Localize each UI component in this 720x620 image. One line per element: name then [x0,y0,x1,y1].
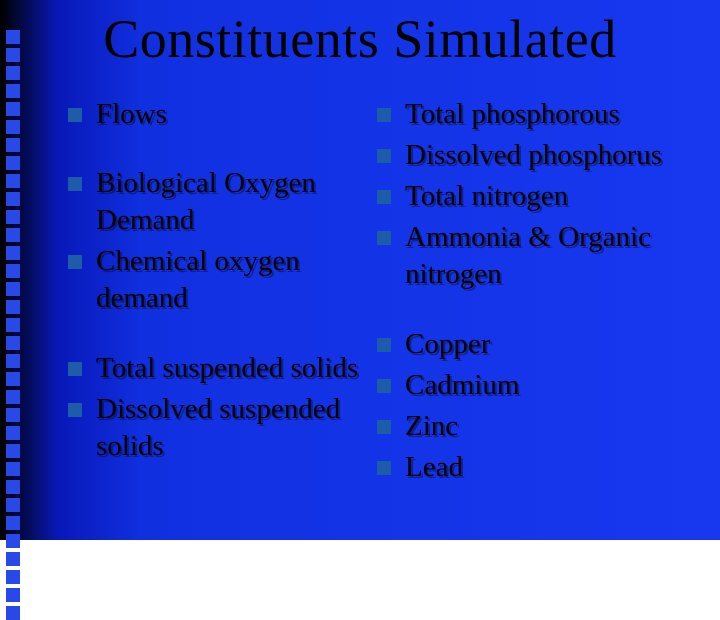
decor-square-icon [6,372,20,386]
decor-square-icon [6,300,20,314]
list-item: Total phosphorous [377,96,706,133]
group-oxygen: Biological Oxygen Demand Chemical oxygen… [68,165,377,321]
decor-square-icon [6,228,20,242]
square-bullet-icon [377,231,391,245]
group-nutrients: Total phosphorous Dissolved phosphorus T… [377,96,706,298]
item-text: Total suspended solids [96,350,358,387]
square-bullet-icon [377,461,391,475]
list-item: Total suspended solids [68,350,377,387]
item-text: Total nitrogen [405,178,568,215]
item-text: Cadmium [405,367,519,404]
list-item: Lead [377,449,706,486]
list-item: Flows [68,96,377,133]
decor-square-icon [6,174,20,188]
decor-squares [6,30,20,620]
list-item: Copper [377,326,706,363]
square-bullet-icon [377,420,391,434]
item-text: Zinc [405,408,458,445]
decor-square-icon [6,84,20,98]
item-text: Dissolved phosphorus [405,137,662,174]
square-bullet-icon [68,362,82,376]
item-text: Ammonia & Organic nitrogen [405,219,706,293]
square-bullet-icon [68,108,82,122]
group-solids: Total suspended solids Dissolved suspend… [68,350,377,469]
decor-square-icon [6,498,20,512]
decor-square-icon [6,588,20,602]
item-text: Dissolved suspended solids [96,391,377,465]
decor-square-icon [6,264,20,278]
decor-square-icon [6,192,20,206]
decor-square-icon [6,570,20,584]
content-area: Flows Biological Oxygen Demand Chemical … [68,96,706,520]
item-text: Biological Oxygen Demand [96,165,377,239]
decor-square-icon [6,336,20,350]
list-item: Total nitrogen [377,178,706,215]
decor-square-icon [6,120,20,134]
square-bullet-icon [68,403,82,417]
decor-square-icon [6,156,20,170]
decor-square-icon [6,390,20,404]
list-item: Dissolved suspended solids [68,391,377,465]
list-item: Dissolved phosphorus [377,137,706,174]
list-item: Cadmium [377,367,706,404]
square-bullet-icon [377,149,391,163]
group-flows: Flows [68,96,377,137]
decor-square-icon [6,138,20,152]
square-bullet-icon [377,379,391,393]
list-item: Chemical oxygen demand [68,243,377,317]
square-bullet-icon [377,108,391,122]
square-bullet-icon [68,177,82,191]
decor-square-icon [6,408,20,422]
decor-square-icon [6,210,20,224]
decor-square-icon [6,534,20,548]
item-text: Chemical oxygen demand [96,243,377,317]
slide-title: Constituents Simulated [0,8,720,70]
decor-square-icon [6,444,20,458]
list-item: Ammonia & Organic nitrogen [377,219,706,293]
decor-square-icon [6,282,20,296]
group-metals: Copper Cadmium Zinc Lead [377,326,706,490]
decor-square-icon [6,426,20,440]
decor-square-icon [6,480,20,494]
decor-square-icon [6,606,20,620]
decor-square-icon [6,552,20,566]
left-column: Flows Biological Oxygen Demand Chemical … [68,96,377,520]
square-bullet-icon [377,338,391,352]
decor-square-icon [6,516,20,530]
square-bullet-icon [377,190,391,204]
item-text: Flows [96,96,167,133]
item-text: Total phosphorous [405,96,620,133]
decor-square-icon [6,246,20,260]
decor-square-icon [6,354,20,368]
decor-square-icon [6,318,20,332]
list-item: Zinc [377,408,706,445]
item-text: Lead [405,449,463,486]
square-bullet-icon [68,255,82,269]
decor-square-icon [6,102,20,116]
item-text: Copper [405,326,490,363]
list-item: Biological Oxygen Demand [68,165,377,239]
right-column: Total phosphorous Dissolved phosphorus T… [377,96,706,520]
slide: Constituents Simulated Flows Biological … [0,0,720,540]
decor-square-icon [6,462,20,476]
